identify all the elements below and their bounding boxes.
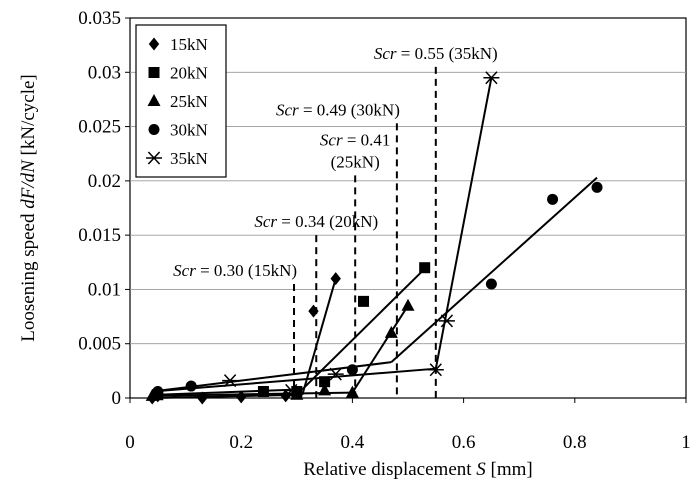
data-point	[330, 272, 341, 286]
data-point	[427, 363, 444, 377]
legend-marker	[148, 124, 160, 135]
trend-line	[152, 393, 303, 399]
trend-line	[301, 268, 426, 391]
y-axis-label: Loosening speed dF/dN [kN/cycle]	[18, 74, 39, 342]
data-point	[222, 374, 239, 388]
data-point	[327, 367, 344, 381]
data-point	[358, 295, 370, 307]
data-point	[401, 298, 415, 311]
x-axis-label: Relative displacement S [mm]	[303, 459, 533, 480]
legend-marker	[148, 37, 160, 51]
data-point	[384, 325, 398, 338]
data-point	[308, 304, 319, 318]
legend-marker	[147, 94, 161, 106]
data-point	[483, 71, 500, 85]
trend-line	[152, 391, 353, 397]
data-point	[345, 385, 359, 398]
data-point	[197, 391, 208, 405]
data-point	[591, 181, 603, 193]
legend-label: 20kN	[170, 64, 208, 83]
y-tick-label: 0.02	[88, 171, 121, 192]
trend-line	[157, 388, 303, 396]
legend-marker	[148, 67, 160, 78]
y-tick-label: 0.03	[88, 62, 121, 83]
data-point	[318, 383, 332, 396]
series-35kN	[152, 71, 500, 397]
series-25kN	[145, 298, 415, 401]
threshold-label: Scr = 0.41	[320, 130, 391, 149]
data-point	[438, 314, 455, 328]
data-point	[290, 387, 304, 400]
x-tick-label: 0.4	[341, 432, 365, 453]
legend-label: 25kN	[170, 92, 208, 111]
data-point	[145, 388, 159, 401]
y-tick-label: 0.005	[78, 334, 121, 355]
x-tick-label: 0.6	[452, 432, 476, 453]
trend-line	[301, 278, 337, 396]
y-tick-label: 0.015	[78, 225, 121, 246]
y-tick-label: 0	[112, 388, 122, 409]
threshold-label: Scr = 0.30 (15kN)	[173, 261, 297, 280]
trend-line	[152, 367, 436, 393]
trend-line	[390, 176, 598, 363]
y-tick-label: 0.035	[78, 8, 121, 29]
data-point	[319, 376, 331, 388]
x-tick-label: 0.2	[229, 432, 253, 453]
threshold-label-line2: (25kN)	[331, 152, 380, 171]
x-tick-label: 0	[125, 432, 135, 453]
legend-label: 35kN	[170, 149, 208, 168]
data-point	[419, 262, 431, 274]
data-point	[346, 364, 358, 376]
legend: 15kN 20kN 25kN 30kN 35kN	[135, 24, 227, 178]
legend-marker	[146, 151, 162, 165]
data-point	[283, 383, 300, 397]
y-tick-label: 0.025	[78, 117, 121, 138]
x-tick-label: 1	[681, 432, 690, 453]
legend-label: 30kN	[170, 121, 208, 140]
data-point	[547, 193, 559, 205]
threshold-label: Scr = 0.55 (35kN)	[374, 44, 498, 63]
y-tick-label: 0.01	[88, 279, 121, 300]
threshold-label: Scr = 0.34 (20kN)	[254, 212, 378, 231]
x-tick-label: 0.8	[563, 432, 587, 453]
legend-label: 15kN	[170, 35, 208, 54]
data-point	[185, 380, 197, 392]
data-point	[485, 278, 497, 290]
threshold-label: Scr = 0.49 (30kN)	[276, 100, 400, 119]
trend-line	[351, 305, 409, 394]
data-point	[257, 385, 269, 397]
